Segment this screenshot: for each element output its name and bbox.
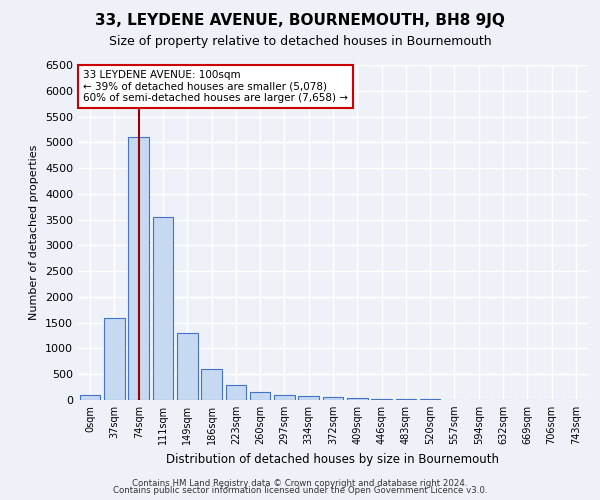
Bar (104, 318, 125, 400)
Y-axis label: Number of detached properties: Number of detached properties (29, 145, 40, 320)
Text: 33 LEYDENE AVENUE: 100sqm
← 39% of detached houses are smaller (5,078)
60% of se: 33 LEYDENE AVENUE: 100sqm ← 39% of detac… (83, 70, 348, 103)
Bar (152, 217, 173, 400)
Text: Size of property relative to detached houses in Bournemouth: Size of property relative to detached ho… (109, 35, 491, 48)
Bar (274, 395, 295, 400)
Bar (347, 398, 368, 400)
Bar (371, 399, 392, 400)
Bar (80, 395, 100, 400)
Bar (395, 399, 416, 400)
Bar (250, 392, 271, 400)
Bar (323, 398, 343, 400)
Bar (177, 333, 197, 400)
X-axis label: Distribution of detached houses by size in Bournemouth: Distribution of detached houses by size … (167, 452, 499, 466)
Text: Contains HM Land Registry data © Crown copyright and database right 2024.: Contains HM Land Registry data © Crown c… (132, 478, 468, 488)
Bar (201, 369, 222, 400)
Text: 33, LEYDENE AVENUE, BOURNEMOUTH, BH8 9JQ: 33, LEYDENE AVENUE, BOURNEMOUTH, BH8 9JQ (95, 12, 505, 28)
Bar (226, 384, 246, 400)
Bar (298, 396, 319, 400)
Bar (128, 137, 149, 400)
Text: Contains public sector information licensed under the Open Government Licence v3: Contains public sector information licen… (113, 486, 487, 495)
